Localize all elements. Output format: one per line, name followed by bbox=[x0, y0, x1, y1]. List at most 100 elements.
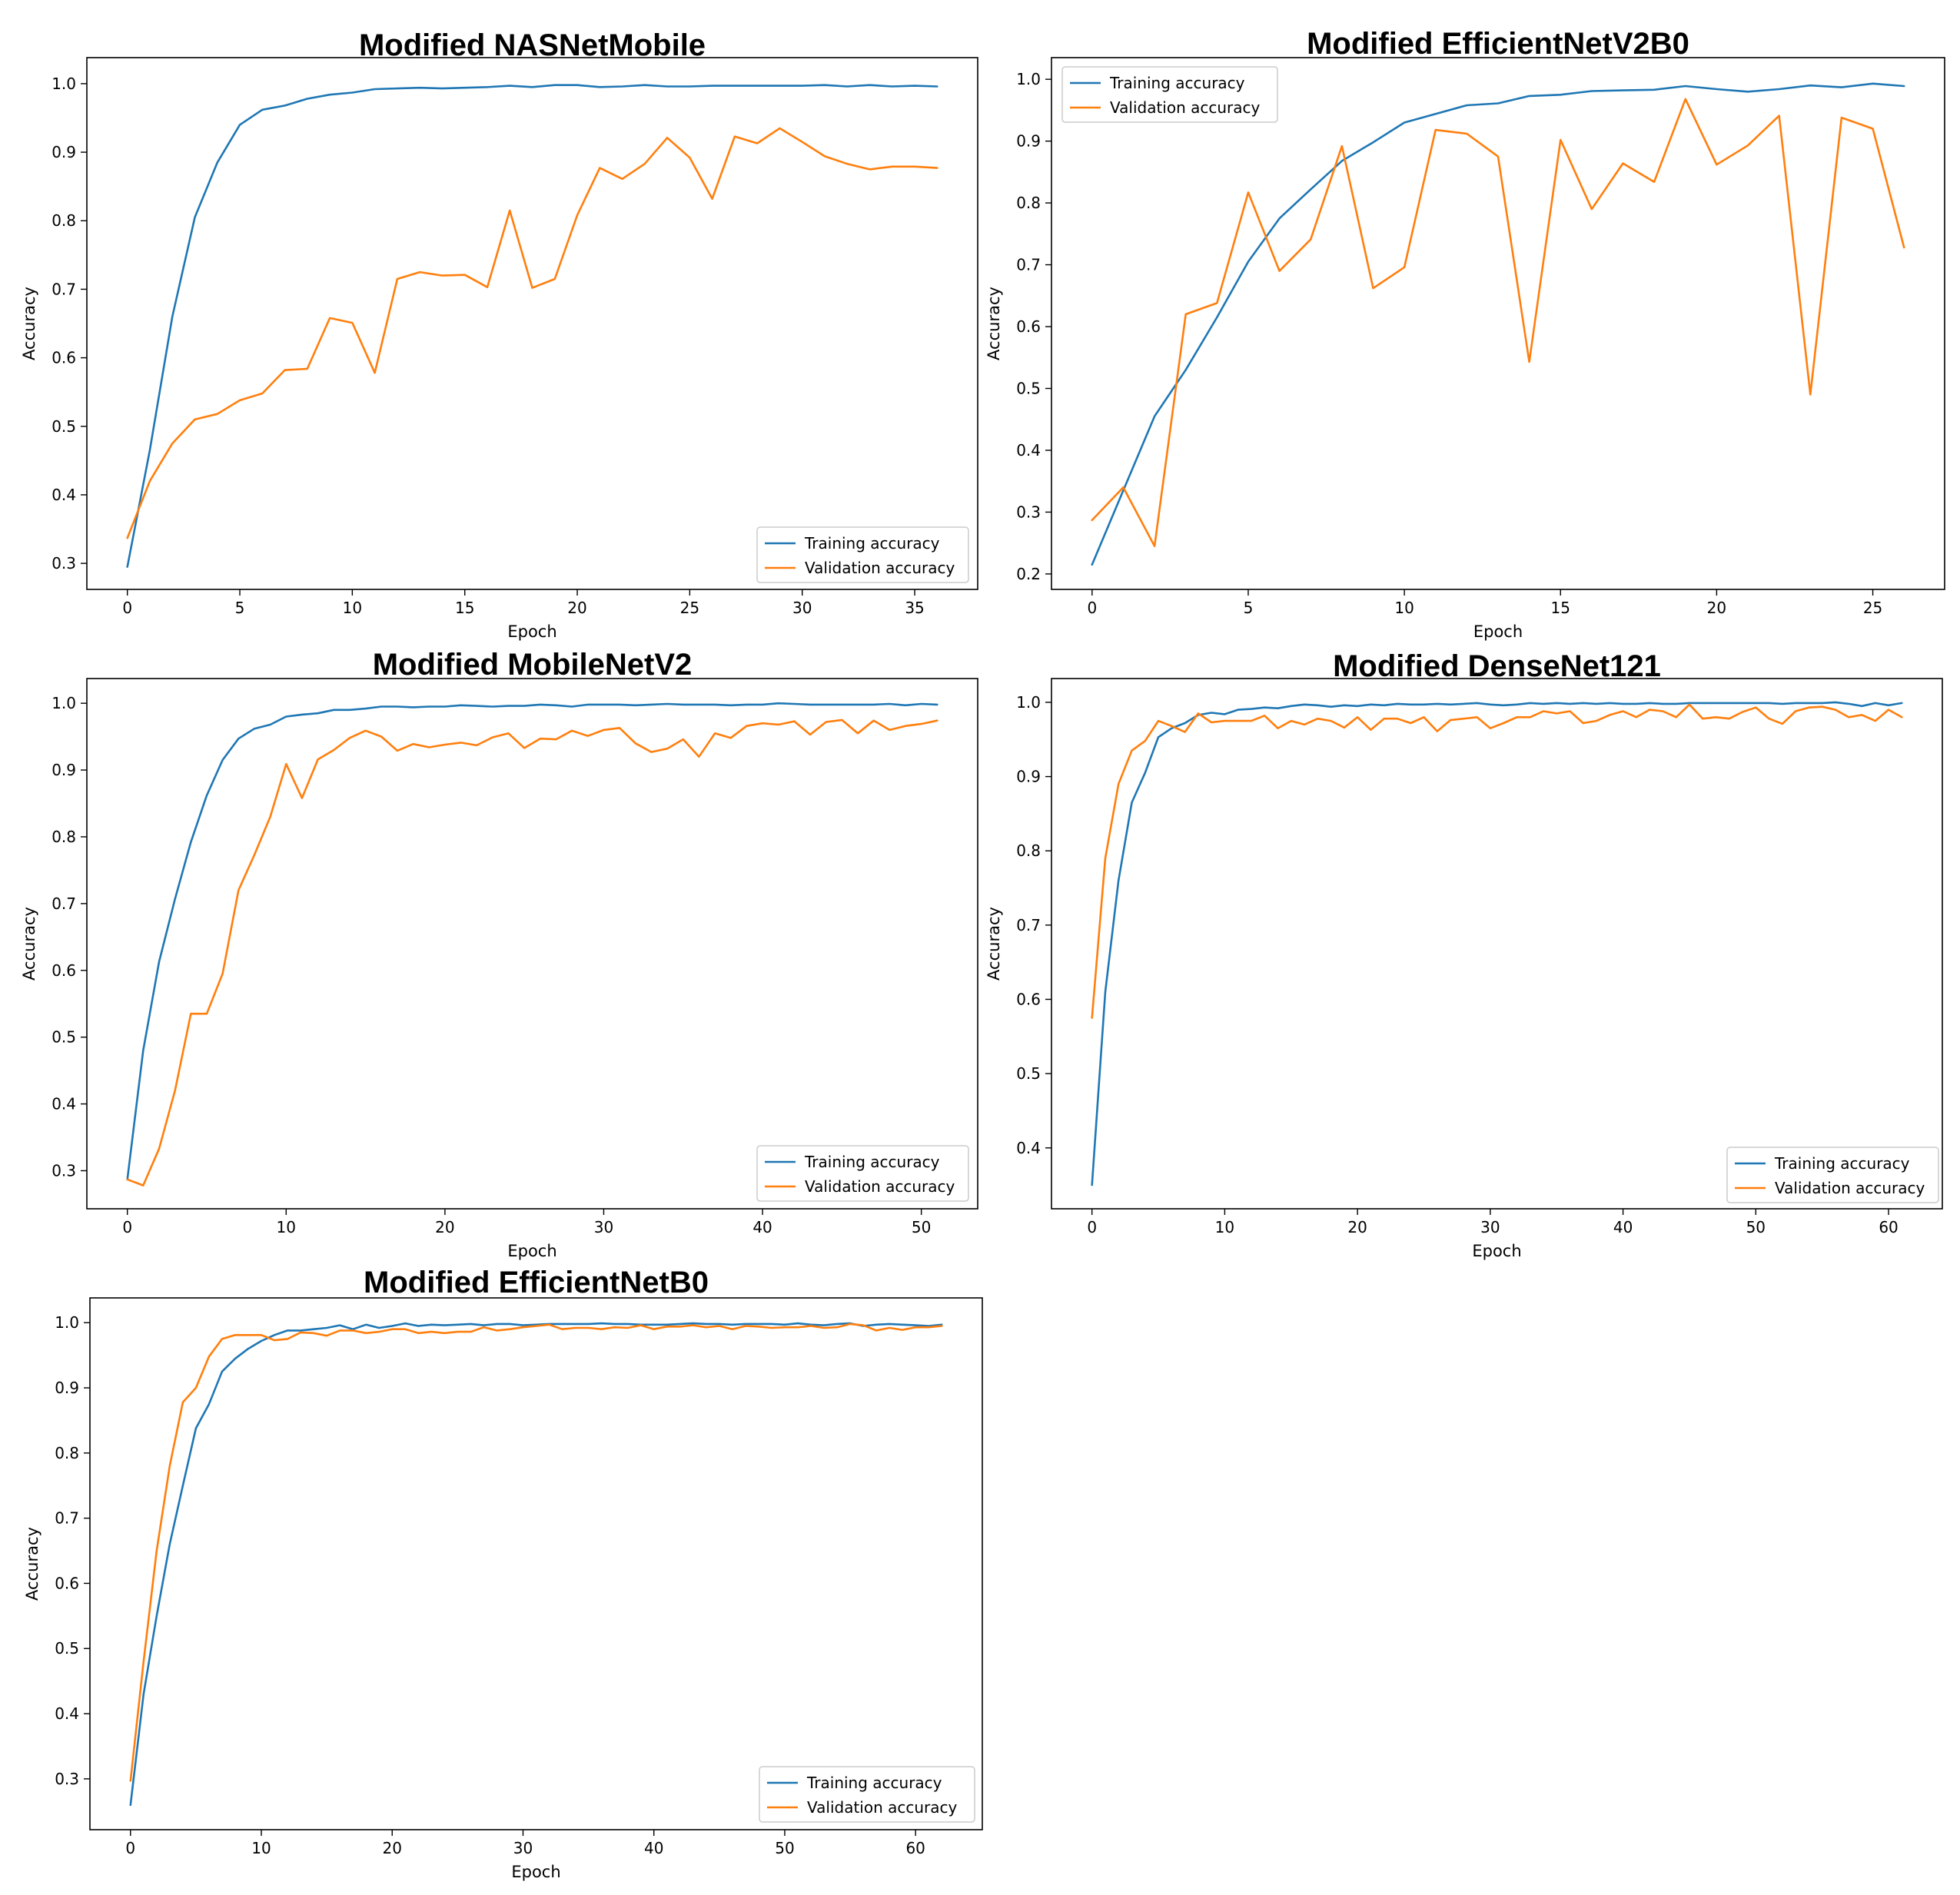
legend: Training accuracy Validation accuracy bbox=[756, 1145, 969, 1202]
y-tick-label: 0.7 bbox=[55, 1509, 79, 1528]
x-tick-label: 10 bbox=[343, 599, 362, 617]
x-tick-label: 0 bbox=[125, 1839, 135, 1857]
validation-accuracy-line bbox=[1091, 703, 1903, 1019]
training-accuracy-line bbox=[1091, 701, 1903, 1186]
legend-box bbox=[1726, 1147, 1939, 1203]
x-tick-label: 0 bbox=[1087, 599, 1097, 617]
x-tick-label: 20 bbox=[1707, 599, 1726, 617]
validation-accuracy-line bbox=[129, 1323, 943, 1782]
legend-label: Training accuracy bbox=[1109, 74, 1245, 92]
y-tick-label: 0.6 bbox=[51, 961, 76, 980]
y-tick-label: 0.6 bbox=[1016, 990, 1041, 1008]
x-tick-label: 15 bbox=[455, 599, 474, 617]
validation-accuracy-line bbox=[126, 127, 938, 539]
y-tick-label: 0.3 bbox=[51, 1161, 76, 1180]
x-tick-label: 10 bbox=[251, 1839, 271, 1857]
x-tick-label: 50 bbox=[912, 1218, 931, 1236]
y-tick-label: 0.3 bbox=[1016, 503, 1041, 521]
x-tick-label: 10 bbox=[1394, 599, 1414, 617]
training-accuracy-line bbox=[126, 702, 938, 1181]
legend-label: Training accuracy bbox=[804, 1153, 940, 1171]
y-tick-label: 0.6 bbox=[1016, 317, 1041, 336]
legend-box bbox=[756, 1145, 969, 1202]
x-tick-label: 20 bbox=[383, 1839, 402, 1857]
y-tick-label: 1.0 bbox=[55, 1313, 79, 1332]
x-tick-label: 20 bbox=[567, 599, 586, 617]
x-tick-label: 5 bbox=[1244, 599, 1254, 617]
chart-panel-5: Modified EfficientNetB0 0 10 20 30 40 50 60 0.3 0… bbox=[23, 1266, 983, 1881]
plot-area bbox=[89, 1297, 983, 1830]
x-tick-label: 30 bbox=[513, 1839, 533, 1857]
x-tick-label: 25 bbox=[1863, 599, 1882, 617]
y-tick-label: 0.9 bbox=[51, 143, 76, 161]
y-tick-label: 0.6 bbox=[51, 349, 76, 367]
y-axis-label: Accuracy bbox=[20, 287, 38, 360]
x-tick-label: 60 bbox=[1879, 1218, 1898, 1236]
y-tick-label: 0.9 bbox=[55, 1379, 79, 1397]
y-tick-label: 1.0 bbox=[1016, 693, 1041, 712]
y-tick-label: 0.5 bbox=[51, 417, 76, 436]
chart-panel-2: Modified EfficientNetV2B0 0 5 10 15 20 25 0.2 0.… bbox=[985, 27, 1945, 641]
y-tick-label: 0.8 bbox=[51, 828, 76, 846]
legend-label: Validation accuracy bbox=[807, 1798, 958, 1817]
x-tick-label: 35 bbox=[905, 599, 924, 617]
legend-box bbox=[756, 526, 969, 583]
x-tick-label: 0 bbox=[122, 599, 132, 617]
chart-title: Modified NASNetMobile bbox=[359, 28, 706, 62]
y-tick-label: 0.9 bbox=[1016, 132, 1041, 151]
x-tick-label: 0 bbox=[1087, 1218, 1097, 1236]
training-accuracy-line bbox=[126, 84, 938, 568]
x-tick-label: 50 bbox=[1746, 1218, 1766, 1236]
chart-title: Modified DenseNet121 bbox=[1333, 649, 1661, 683]
x-axis-label: Epoch bbox=[507, 622, 556, 641]
x-tick-label: 25 bbox=[680, 599, 699, 617]
x-tick-label: 5 bbox=[235, 599, 245, 617]
y-tick-label: 0.4 bbox=[1016, 441, 1041, 460]
y-tick-label: 0.8 bbox=[51, 211, 76, 230]
y-tick-label: 0.9 bbox=[51, 761, 76, 779]
legend-label: Validation accuracy bbox=[1775, 1179, 1925, 1197]
y-tick-label: 0.5 bbox=[51, 1028, 76, 1047]
legend: Training accuracy Validation accuracy bbox=[759, 1766, 975, 1823]
legend: Training accuracy Validation accuracy bbox=[756, 526, 969, 583]
y-tick-label: 0.6 bbox=[55, 1574, 79, 1592]
x-tick-label: 40 bbox=[752, 1218, 772, 1236]
y-tick-label: 0.3 bbox=[51, 554, 76, 572]
y-tick-label: 0.4 bbox=[51, 1095, 76, 1113]
legend: Training accuracy Validation accuracy bbox=[1726, 1147, 1939, 1203]
x-axis-label: Epoch bbox=[1473, 622, 1523, 641]
y-tick-label: 1.0 bbox=[51, 694, 76, 712]
plot-area bbox=[86, 678, 978, 1210]
y-tick-label: 0.5 bbox=[1016, 1064, 1041, 1083]
y-axis-label: Accuracy bbox=[985, 907, 1003, 981]
x-tick-label: 30 bbox=[594, 1218, 613, 1236]
y-tick-label: 0.8 bbox=[1016, 194, 1041, 212]
x-tick-label: 40 bbox=[1613, 1218, 1633, 1236]
x-tick-label: 50 bbox=[775, 1839, 794, 1857]
x-tick-label: 15 bbox=[1551, 599, 1570, 617]
x-tick-label: 20 bbox=[1347, 1218, 1367, 1236]
x-tick-label: 10 bbox=[1215, 1218, 1234, 1236]
chart-title: Modified EfficientNetB0 bbox=[364, 1266, 709, 1299]
y-tick-label: 0.8 bbox=[1016, 841, 1041, 860]
x-tick-label: 0 bbox=[122, 1218, 132, 1236]
y-tick-label: 1.0 bbox=[1016, 70, 1041, 88]
y-tick-label: 0.8 bbox=[55, 1444, 79, 1462]
chart-title: Modified EfficientNetV2B0 bbox=[1307, 27, 1689, 61]
legend-label: Validation accuracy bbox=[805, 559, 955, 577]
legend-label: Training accuracy bbox=[804, 534, 940, 553]
y-tick-label: 0.5 bbox=[55, 1639, 79, 1658]
legend-label: Validation accuracy bbox=[805, 1177, 955, 1196]
y-tick-label: 0.7 bbox=[1016, 256, 1041, 274]
training-accuracy-line bbox=[1091, 82, 1905, 566]
x-tick-label: 20 bbox=[435, 1218, 454, 1236]
y-axis-label: Accuracy bbox=[23, 1527, 42, 1601]
y-tick-label: 0.7 bbox=[1016, 916, 1041, 934]
chart-title: Modified MobileNetV2 bbox=[373, 648, 693, 682]
legend-label: Training accuracy bbox=[806, 1774, 942, 1792]
legend-box bbox=[759, 1766, 975, 1823]
x-tick-label: 10 bbox=[277, 1218, 296, 1236]
x-tick-label: 40 bbox=[644, 1839, 663, 1857]
legend-box bbox=[1061, 66, 1278, 123]
